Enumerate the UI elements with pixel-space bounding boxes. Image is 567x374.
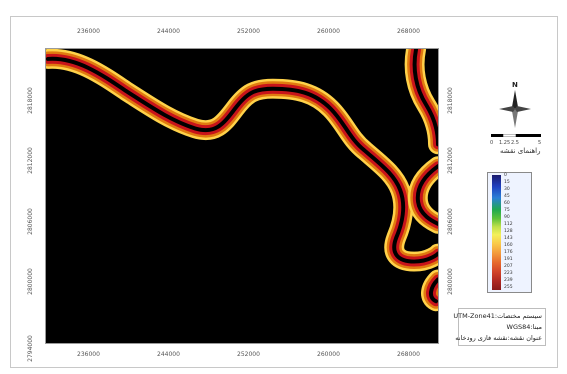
legend-value: 223: [504, 271, 513, 276]
y-tick-label: 2818000: [446, 87, 454, 114]
legend-value: 75: [504, 208, 510, 213]
x-tick-label: 236000: [77, 28, 100, 35]
x-tick-label: 268000: [397, 28, 420, 35]
y-tick-label: 2794000: [26, 335, 34, 362]
y-tick-label: 2806000: [446, 208, 454, 235]
x-tick-label: 236000: [77, 351, 100, 358]
river-buffer-main: [46, 49, 438, 272]
legend-value: 176: [504, 250, 513, 255]
legend-value: 255: [504, 285, 513, 290]
legend-value: 128: [504, 229, 513, 234]
legend-value: 15: [504, 180, 510, 185]
map-layout-frame: [10, 16, 558, 368]
x-tick-label: 244000: [157, 351, 180, 358]
scale-label: 5: [538, 140, 542, 146]
x-tick-label: 260000: [317, 28, 340, 35]
legend-value: 60: [504, 201, 510, 206]
legend-value: 30: [504, 187, 510, 192]
north-letter: N: [512, 81, 518, 89]
scale-label: 2.5: [511, 140, 519, 146]
y-tick-label: 2800000: [26, 268, 34, 295]
legend-value: 207: [504, 264, 513, 269]
scale-label: 1.25: [499, 140, 511, 146]
legend-value: 90: [504, 215, 510, 220]
scale-label: 0: [490, 140, 494, 146]
color-legend: 0 15 30 45 60 75 90 112 128 143 160 176 …: [487, 172, 532, 293]
legend-value: 239: [504, 278, 513, 283]
legend-value: 112: [504, 222, 513, 227]
north-arrow-icon: [499, 90, 531, 128]
map-canvas[interactable]: [45, 48, 439, 344]
x-tick-label: 244000: [157, 28, 180, 35]
x-tick-label: 268000: [397, 351, 420, 358]
y-tick-label: 2812000: [446, 147, 454, 174]
y-tick-label: 2812000: [26, 147, 34, 174]
datum-text: مبنا:WGS84: [506, 323, 542, 331]
legend-value: 160: [504, 243, 513, 248]
map-info-box: سیستم مختصات:UTM-Zone41 مبنا:WGS84 عنوان…: [453, 308, 546, 346]
map-title-text: عنوان نقشه:نقشه فازی رودخانه: [455, 334, 542, 342]
legend-value: 45: [504, 194, 510, 199]
y-tick-label: 2818000: [26, 87, 34, 114]
x-tick-label: 252000: [237, 28, 260, 35]
y-tick-label: 2806000: [26, 208, 34, 235]
y-tick-label: 2800000: [446, 268, 454, 295]
coordinate-system-text: سیستم مختصات:UTM-Zone41: [453, 312, 542, 320]
scale-bar: [491, 134, 541, 137]
river-buffer-east: [404, 49, 438, 312]
legend-value: 143: [504, 236, 513, 241]
legend-value: 0: [504, 173, 507, 178]
legend-value: 191: [504, 257, 513, 262]
legend-title: راهنمای نقشه: [500, 147, 541, 155]
legend-color-ramp: [492, 175, 501, 290]
x-tick-label: 252000: [237, 351, 260, 358]
x-tick-label: 260000: [317, 351, 340, 358]
